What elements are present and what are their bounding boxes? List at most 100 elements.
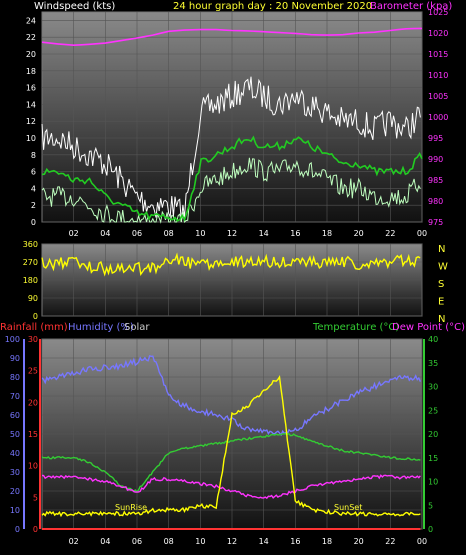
x-tick-label: 08 [164,537,174,546]
direction-y-tick-label: 360 [23,240,38,249]
solar-axis-label: Solar [124,322,150,333]
rain-y-tick-label: 25 [28,367,38,376]
chart-title: 24 hour graph day : 20 November 2020 [173,1,372,12]
temperature-y-tick-label: 40 [428,335,438,344]
x-tick-label: 20 [354,229,364,238]
rain-axis-label: Rainfall (mm) [0,322,68,333]
compass-label: E [438,297,444,308]
x-tick-label: 22 [385,537,395,546]
x-tick-label: 12 [227,537,237,546]
wind-y-tick-label: 12 [26,117,36,126]
compass-label: N [438,244,445,255]
x-tick-label: 10 [195,537,205,546]
temperature-y-tick-label: 10 [428,478,438,487]
direction-grid [42,243,423,317]
x-tick-label: 00 [417,537,427,546]
wind-axis-label: Windspeed (kts) [34,1,115,12]
wind-y-tick-label: 0 [31,218,36,227]
wind-series [41,27,423,224]
wind-gust-line [41,76,421,223]
x-tick-label: 14 [259,229,269,238]
compass-label: N [438,314,445,325]
x-tick-label: 04 [100,537,110,546]
wind-min-line [41,157,421,224]
direction-y-tick-label: 0 [33,312,38,321]
wind-x-ticks: 02 04 06 08 10 12 14 16 18 20 22 00 [69,229,428,238]
rain-y-tick-label: 20 [28,398,38,407]
wind-y-tick-label: 10 [26,134,36,143]
baro-y-tick-label: 980 [428,197,443,206]
humidity-y-tick-label: 50 [10,430,20,439]
humidity-y-ticks: 0 10 20 30 40 50 60 70 80 90 100 [5,335,20,534]
x-tick-label: 16 [290,229,300,238]
humidity-y-tick-label: 20 [10,487,20,496]
rain-y-tick-label: 5 [33,493,38,502]
x-tick-label: 12 [227,229,237,238]
sunset-label: SunSet [334,503,362,512]
x-tick-label: 06 [132,229,142,238]
temperature-chart: Rainfall (mm) Humidity (%) Solar Tempera… [0,322,465,546]
wind-y-tick-label: 4 [31,184,36,193]
x-tick-label: 20 [354,537,364,546]
baro-y-tick-label: 995 [428,134,443,143]
humidity-y-tick-label: 80 [10,373,20,382]
humidity-y-tick-label: 0 [15,525,20,534]
temperature-y-tick-label: 35 [428,359,438,368]
x-tick-label: 18 [322,537,332,546]
baro-y-tick-label: 1015 [428,50,448,59]
humidity-y-tick-label: 30 [10,468,20,477]
temperature-axis-label: Temperature (°C) [312,322,399,333]
temperature-y-tick-label: 5 [428,501,433,510]
wind-y-tick-label: 18 [26,67,36,76]
x-tick-label: 02 [69,229,79,238]
x-tick-label: 00 [417,229,427,238]
humidity-y-tick-label: 40 [10,449,20,458]
direction-y-tick-label: 180 [23,276,38,285]
temperature-x-ticks: 02 04 06 08 10 12 14 16 18 20 22 00 [69,537,428,546]
direction-y-ticks: 0 90 180 270 360 [23,240,38,321]
dewpoint-line [41,474,421,500]
temperature-y-tick-label: 20 [428,430,438,439]
direction-y-tick-label: 90 [28,294,38,303]
temperature-line [41,432,421,494]
temperature-y-tick-label: 0 [428,525,433,534]
x-tick-label: 18 [322,229,332,238]
wind-grid [42,12,423,223]
baro-y-ticks: 975 980 985 990 995 1000 1005 1010 1015 1020 1025 [428,8,448,227]
x-tick-label: 06 [132,537,142,546]
temperature-y-ticks: 0 5 10 15 20 25 30 35 40 [428,335,438,534]
wind-direction-line [41,252,421,277]
wind-chart: Windspeed (kts) 24 hour graph day : 20 N… [26,1,453,238]
dewpoint-axis-label: Dew Point (°C) [392,322,465,333]
temperature-y-tick-label: 30 [428,383,438,392]
wind-y-tick-label: 8 [31,151,36,160]
baro-y-tick-label: 1005 [428,92,448,101]
baro-axis-label: Barometer (kpa) [370,1,452,12]
x-tick-label: 16 [290,537,300,546]
direction-series [41,252,421,277]
baro-y-tick-label: 1010 [428,71,448,80]
barometer-line [41,27,423,47]
temperature-y-tick-label: 25 [428,406,438,415]
humidity-y-tick-label: 10 [10,506,20,515]
x-tick-label: 22 [385,229,395,238]
humidity-axis-label: Humidity (%) [68,322,134,333]
solar-line [41,374,421,518]
baro-y-tick-label: 990 [428,155,443,164]
rain-y-ticks: 0 5 10 15 20 25 30 [28,335,38,534]
x-tick-label: 02 [69,537,79,546]
x-tick-label: 10 [195,229,205,238]
wind-y-tick-label: 2 [31,201,36,210]
baro-y-tick-label: 1025 [428,8,448,17]
x-tick-label: 04 [100,229,110,238]
wind-y-tick-label: 16 [26,84,36,93]
temperature-series [41,355,422,530]
rain-y-tick-label: 30 [28,335,38,344]
humidity-y-tick-label: 100 [5,335,20,344]
humidity-y-tick-label: 70 [10,392,20,401]
